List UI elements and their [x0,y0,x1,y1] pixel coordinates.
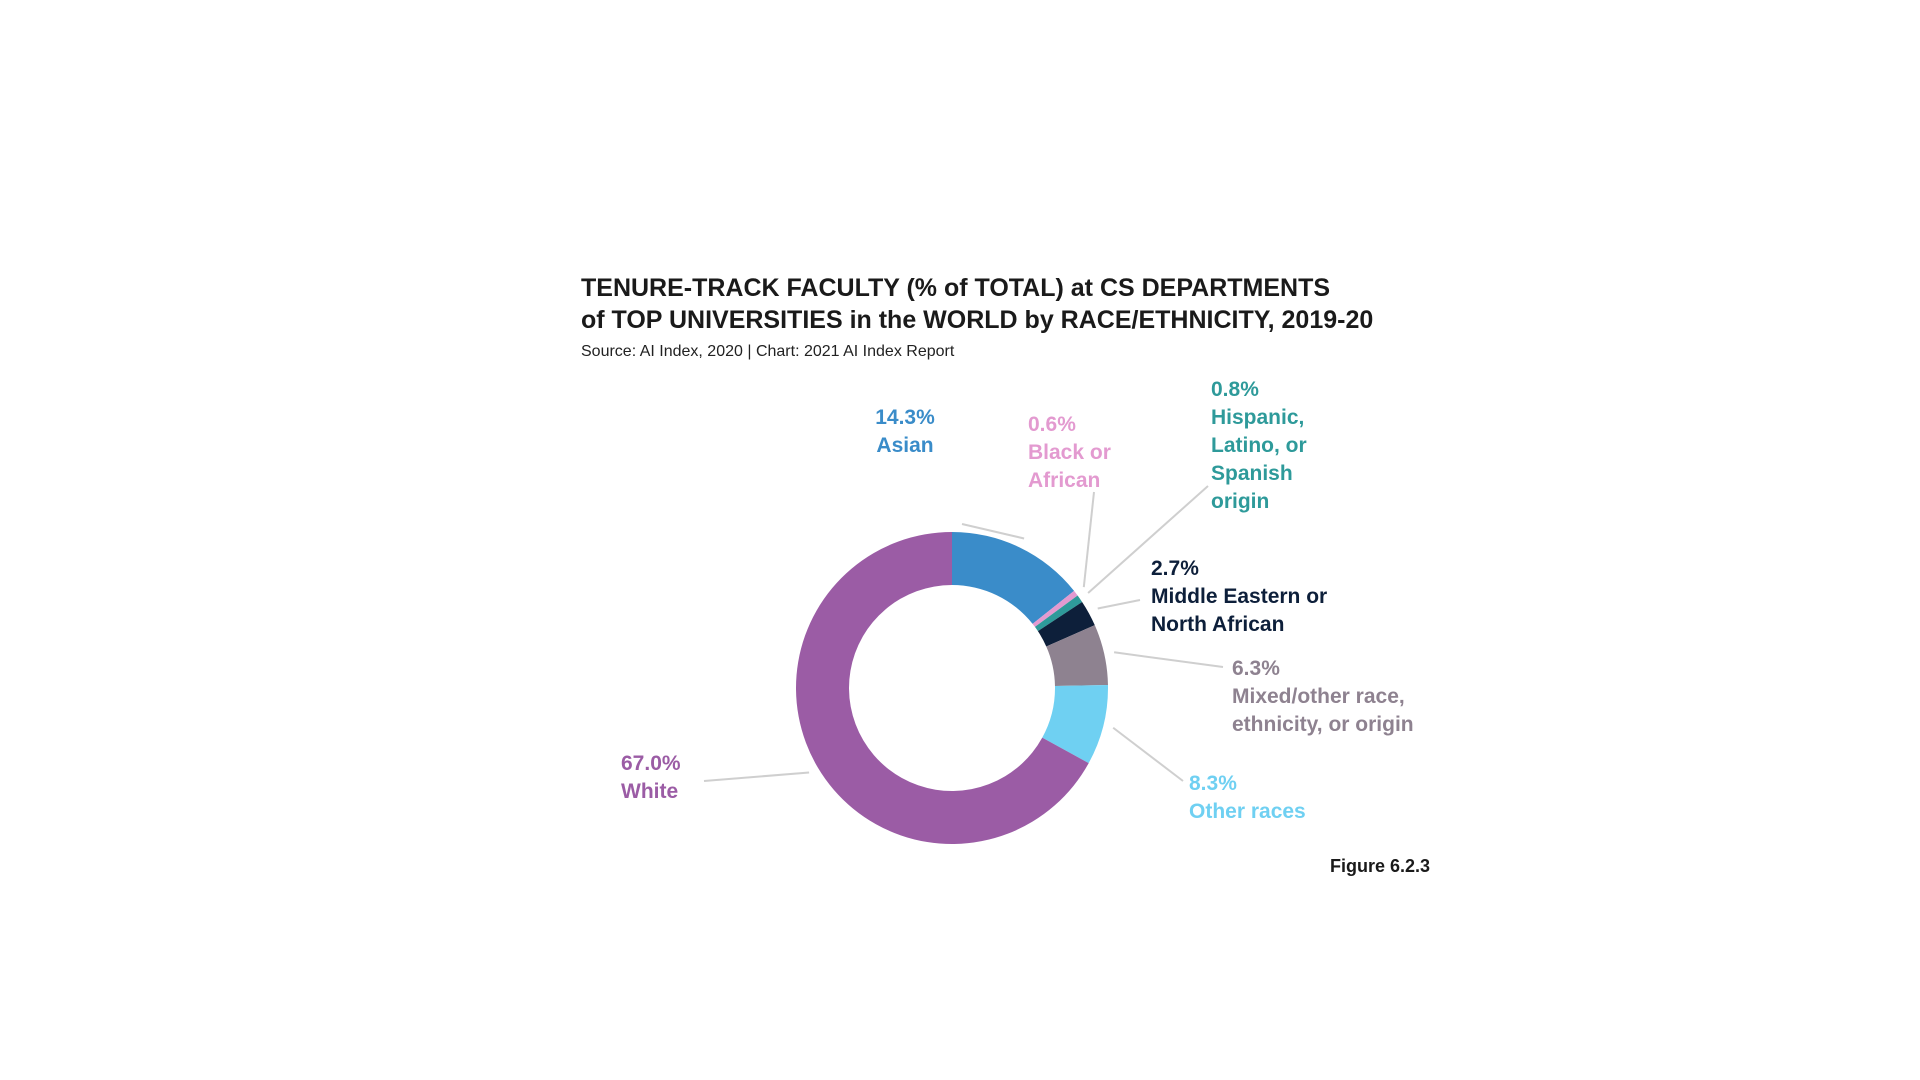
slice-name-line: Latino, or [1211,434,1307,457]
slice-name-line: North African [1151,613,1285,636]
leader-line-other-races [1112,726,1184,782]
slice-value-label: 67.0% [621,752,681,775]
slice-label-white: 67.0% White [621,750,681,806]
slice-middle-eastern-or-north-african [1037,601,1095,647]
slice-white [796,532,1089,844]
slice-name-line: African [1028,469,1101,492]
slice-name-line: Middle Eastern or [1151,585,1328,608]
slice-name-line: Spanish [1211,462,1293,485]
slice-label-other-races: 8.3% Other races [1189,770,1306,826]
chart-source: Source: AI Index, 2020 | Chart: 2021 AI … [581,343,955,360]
slice-value-label: 0.6% [1028,413,1076,436]
slice-value-label: 0.8% [1211,378,1259,401]
leader-line-asian [961,523,1025,540]
slice-label-hispanic-latino-or-spanish-origin: 0.8% Hispanic, Latino, or Spanish origin [1211,376,1307,516]
slice-name-line: White [621,780,679,803]
slice-value-label: 2.7% [1151,557,1199,580]
chart-title: TENURE-TRACK FACULTY (% of TOTAL) at CS … [581,272,1373,336]
slice-value-label: 14.3% [875,406,935,429]
leader-line-hispanic-latino-or-spanish-origin [1087,485,1209,594]
slice-mixed-other-race-ethnicity-or-origin [1046,625,1108,687]
leader-line-white [703,771,810,782]
leader-line-black-or-african [1082,491,1095,588]
slice-value-label: 6.3% [1232,657,1280,680]
slice-name-line: Other races [1189,800,1306,823]
slice-value-label: 8.3% [1189,772,1237,795]
slice-name-line: Mixed/other race, [1232,685,1405,708]
leader-line-middle-eastern-or-north-african [1097,599,1141,610]
slice-name-line: origin [1211,490,1270,513]
slice-label-black-or-african: 0.6% Black or African [1028,411,1111,495]
slice-hispanic-latino-or-spanish-origin [1034,595,1083,632]
chart-title-line1: TENURE-TRACK FACULTY (% of TOTAL) at CS … [581,274,1331,302]
slice-name-line: ethnicity, or origin [1232,713,1414,736]
figure-label: Figure 6.2.3 [1330,856,1431,876]
slice-name-line: Hispanic, [1211,406,1305,429]
slice-label-middle-eastern-or-north-african: 2.7% Middle Eastern or North African [1151,555,1327,639]
chart-title-line2: of TOP UNIVERSITIES in the WORLD by RACE… [581,306,1374,334]
slice-name-line: Asian [876,434,934,457]
slice-black-or-african [1032,590,1078,627]
slice-other-races [1042,685,1108,764]
slice-name-line: Black or [1028,441,1111,464]
slice-label-mixed-other-race-ethnicity-or-origin: 6.3% Mixed/other race, ethnicity, or origi… [1232,655,1414,739]
slice-label-asian: 14.3% Asian [845,404,965,460]
slice-asian [952,532,1075,624]
leader-line-mixed-other-race-ethnicity-or-origin [1113,651,1224,668]
